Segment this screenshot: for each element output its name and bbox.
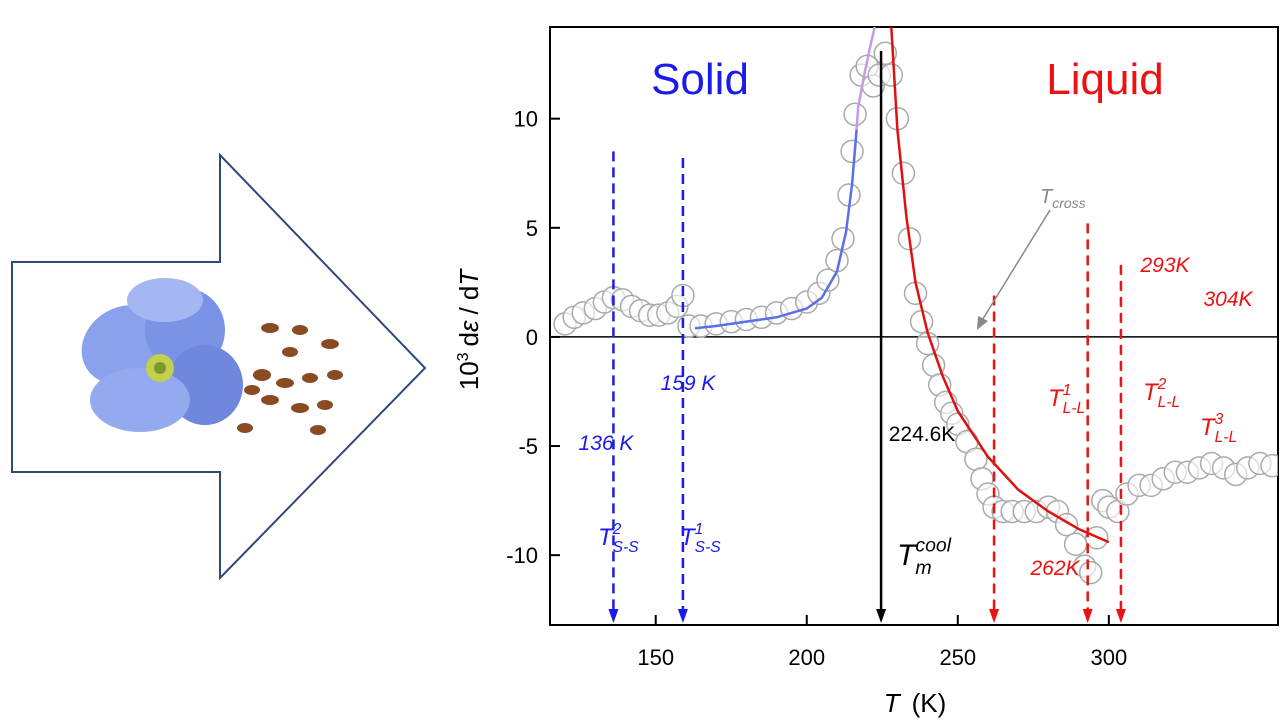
seed xyxy=(261,395,279,405)
symbol-base: T xyxy=(897,539,918,572)
marker-symbol: T2 S-S xyxy=(598,521,639,556)
symbol-sup: 2 xyxy=(612,521,622,538)
seed xyxy=(237,423,253,433)
marker-value-label: 293K xyxy=(1139,254,1190,277)
fit-line xyxy=(890,27,1110,544)
fit-line xyxy=(855,27,876,130)
x-tick-label: 200 xyxy=(788,645,825,670)
marker-arrowhead xyxy=(677,609,688,623)
marker-symbol: Tcool m xyxy=(897,535,952,580)
symbol-sub: m xyxy=(915,557,931,579)
cross-arrowhead xyxy=(977,316,988,330)
y-label-sup: 3 xyxy=(455,352,472,361)
symbol-sub: L-L xyxy=(1158,394,1181,411)
plot-area xyxy=(550,27,1278,585)
flower xyxy=(81,278,343,435)
data-point xyxy=(1078,560,1103,585)
symbol-base: T xyxy=(598,524,615,551)
symbol-sub: L-L xyxy=(1215,429,1238,446)
data-point xyxy=(909,309,934,334)
marker-value-label: 224.6K xyxy=(889,423,956,446)
marker-symbol: T3 L-L xyxy=(1200,411,1237,446)
marker-symbol: T1 L-L xyxy=(1048,382,1085,417)
marker-value-label: 136 K xyxy=(579,432,635,455)
y-axis-label: 103 dε / dT xyxy=(454,268,484,391)
marker-arrowhead xyxy=(1082,609,1093,623)
symbol-sup: 2 xyxy=(1157,376,1167,393)
data-point xyxy=(879,63,904,87)
fit-line xyxy=(694,129,858,330)
seed xyxy=(291,403,309,413)
cross-label: Tcross xyxy=(1040,186,1086,211)
y-label-var: T xyxy=(454,268,484,286)
x-axis-symbol: T xyxy=(884,688,902,718)
y-label-base: 10 xyxy=(454,361,484,390)
data-point xyxy=(1260,453,1278,478)
symbol-base: T xyxy=(1048,385,1065,412)
cross-arrow xyxy=(980,209,1051,323)
symbol-sup: 3 xyxy=(1215,411,1224,428)
symbol-sup: 1 xyxy=(1063,382,1072,399)
marker-value-label: 159 K xyxy=(661,372,717,395)
symbol-base: T xyxy=(1200,414,1217,441)
data-point xyxy=(840,139,864,164)
seed xyxy=(310,425,326,435)
x-tick-label: 250 xyxy=(939,645,976,670)
data-point xyxy=(843,102,867,127)
x-tick-label: 300 xyxy=(1090,645,1127,670)
petal xyxy=(127,278,203,322)
marker-arrowhead xyxy=(1115,609,1126,623)
seed xyxy=(244,385,260,395)
seed xyxy=(317,400,333,410)
y-label-slash: / d xyxy=(454,286,484,315)
y-tick-label: 0 xyxy=(526,325,538,350)
y-tick-label: 10 xyxy=(514,107,538,132)
plot-frame xyxy=(549,26,1279,626)
x-tick-label: 150 xyxy=(637,645,674,670)
marker-value-label: 304K xyxy=(1203,288,1253,311)
seed xyxy=(276,378,294,388)
seed xyxy=(327,370,343,380)
seed xyxy=(302,373,318,383)
marker-symbol: T2 L-L xyxy=(1143,376,1180,411)
seeds xyxy=(237,323,343,435)
cross-sub: cross xyxy=(1052,195,1085,211)
symbol-sub: S-S xyxy=(613,539,640,556)
symbol-sup: cool xyxy=(915,535,951,557)
symbol-base: T xyxy=(680,524,697,551)
symbol-sub: L-L xyxy=(1063,400,1086,417)
y-tick-label: -10 xyxy=(506,543,538,568)
seed xyxy=(292,325,308,335)
marker-arrowhead xyxy=(876,609,887,623)
seed xyxy=(261,323,279,333)
marker-arrowhead xyxy=(608,609,619,623)
y-label-d: d xyxy=(454,332,484,346)
seed xyxy=(282,347,298,357)
marker-symbol: T1 S-S xyxy=(680,521,721,556)
cross-symbol: T xyxy=(1040,186,1054,208)
symbol-base: T xyxy=(1143,379,1160,406)
arrow-illustration xyxy=(11,152,427,581)
y-tick-label: 5 xyxy=(526,216,538,241)
x-axis-unit: (K) xyxy=(912,688,947,718)
data-point xyxy=(816,268,840,292)
y-tick-label: -5 xyxy=(518,434,538,459)
marker-arrowhead xyxy=(989,609,1000,623)
symbol-sup: 1 xyxy=(695,521,704,538)
marker-value-label: 262K xyxy=(1029,557,1080,580)
region-label: Solid xyxy=(651,55,749,104)
symbol-sub: S-S xyxy=(695,539,722,556)
seed xyxy=(321,339,339,349)
region-label: Liquid xyxy=(1046,55,1163,104)
y-label-eps: ε xyxy=(454,320,484,332)
petal xyxy=(90,368,190,432)
seed xyxy=(253,369,271,381)
data-point xyxy=(873,41,898,65)
x-axis-label: T (K) xyxy=(884,688,947,718)
data-point xyxy=(1063,532,1088,556)
flower-center xyxy=(154,362,166,374)
